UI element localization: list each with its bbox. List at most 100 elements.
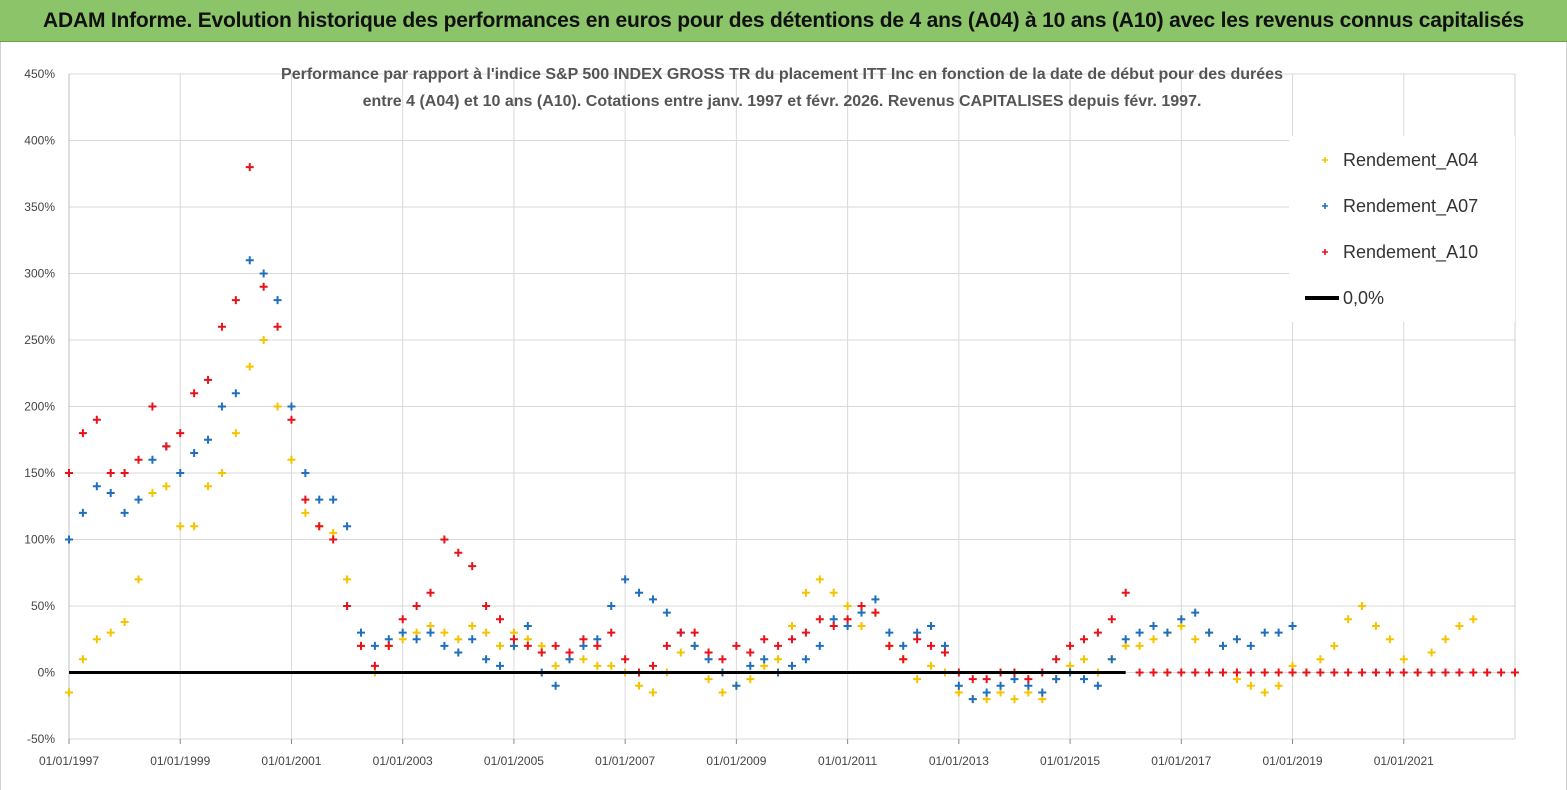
a07-point [815, 641, 824, 650]
a10-point [1469, 668, 1478, 677]
legend-a07-label: Rendement_A07 [1343, 196, 1478, 217]
y-tick-label: 450% [24, 67, 55, 81]
a10-point [774, 641, 783, 650]
a10-point [468, 562, 477, 571]
chart-title-line-2: entre 4 (A04) et 10 ans (A10). Cotations… [363, 93, 1202, 110]
a07-point [1205, 628, 1214, 637]
series-a07 [65, 256, 1297, 704]
a07-point [1177, 615, 1186, 624]
a04-point [579, 655, 588, 664]
a07-point [885, 628, 894, 637]
x-tick-label: 01/01/1997 [39, 754, 99, 768]
a04-point [1316, 655, 1325, 664]
a07-point [454, 648, 463, 657]
a04-point [551, 661, 560, 670]
a07-point [996, 681, 1005, 690]
a04-point [815, 575, 824, 584]
a04-point [1358, 602, 1367, 610]
a07-point [315, 495, 324, 504]
a10-point [217, 322, 226, 331]
legend-a04-label: Rendement_A04 [1343, 150, 1478, 171]
a10-point [315, 522, 324, 531]
a10-point [92, 415, 101, 424]
a04-point [1330, 641, 1339, 650]
a10-point [1483, 668, 1492, 677]
a04-point [245, 362, 254, 371]
a07-point [301, 469, 310, 477]
a10-point [690, 628, 699, 637]
a10-point [106, 469, 115, 477]
x-tick-label: 01/01/1999 [150, 754, 210, 768]
a10-point [1219, 668, 1228, 677]
a10-point [1511, 668, 1519, 677]
a07-point [746, 661, 755, 670]
a07-point [1107, 655, 1116, 664]
x-tick-label: 01/01/2019 [1263, 754, 1323, 768]
a10-point [899, 655, 908, 664]
a04-point [1344, 615, 1353, 624]
a04-point [788, 621, 796, 630]
a10-point [245, 163, 254, 172]
a10-point [537, 648, 546, 657]
a04-point [1399, 655, 1408, 664]
a10-point [287, 415, 296, 424]
a07-point [217, 402, 226, 411]
a04-point [440, 628, 449, 637]
a07-point [551, 681, 560, 690]
a10-point [801, 628, 810, 637]
a10-point [509, 635, 518, 644]
a10-point [231, 296, 240, 305]
a04-point [92, 635, 101, 644]
legend-a07-marker [1322, 203, 1328, 209]
a10-point [1232, 668, 1241, 677]
a04-point [301, 508, 310, 517]
series-a04 [65, 336, 1478, 704]
y-tick-label: 350% [24, 200, 55, 214]
a10-point [593, 641, 602, 650]
a04-point [1274, 681, 1283, 690]
y-tick-label: 150% [24, 466, 55, 480]
x-tick-label: 01/01/2001 [261, 754, 321, 768]
a04-point [1010, 695, 1019, 704]
a04-point [259, 336, 268, 344]
a07-point [1079, 675, 1088, 684]
a04-point [593, 661, 602, 670]
a10-point [1107, 615, 1116, 624]
a04-point [343, 575, 352, 584]
a04-point [78, 655, 87, 664]
a07-point [927, 621, 936, 630]
chart-legend: Rendement_A04 Rendement_A07 Rendement_A10 0… [1289, 136, 1515, 322]
a07-point [273, 296, 282, 305]
y-tick-label: 400% [24, 134, 55, 148]
a10-point [259, 282, 268, 291]
a07-point [412, 635, 421, 644]
x-tick-label: 01/01/2007 [595, 754, 655, 768]
a04-point [1371, 621, 1380, 630]
a07-point [1246, 641, 1255, 650]
a04-point [648, 688, 657, 697]
a10-point [913, 635, 922, 644]
a07-point [1093, 681, 1102, 690]
a10-point [162, 442, 171, 451]
a07-point [690, 641, 699, 650]
legend-zero-label: 0,0% [1343, 288, 1384, 308]
a07-point [1219, 641, 1228, 650]
a10-point [1302, 668, 1311, 677]
chart-title-line-1: Performance par rapport à l'indice S&P 5… [281, 66, 1283, 83]
a10-point [1427, 668, 1436, 677]
a07-point [982, 688, 991, 697]
x-tick-label: 01/01/2003 [373, 754, 433, 768]
a07-point [92, 482, 101, 491]
a10-point [1413, 668, 1422, 677]
a04-point [704, 675, 713, 684]
a04-point [607, 661, 616, 670]
a07-point [523, 621, 532, 630]
x-tick-label: 01/01/2017 [1151, 754, 1211, 768]
a07-point [204, 435, 213, 444]
x-tick-label: 01/01/2009 [706, 754, 766, 768]
a07-point [259, 269, 268, 278]
a07-point [287, 402, 296, 411]
a10-point [968, 675, 977, 684]
a07-point [635, 588, 644, 597]
a07-point [1274, 628, 1283, 637]
